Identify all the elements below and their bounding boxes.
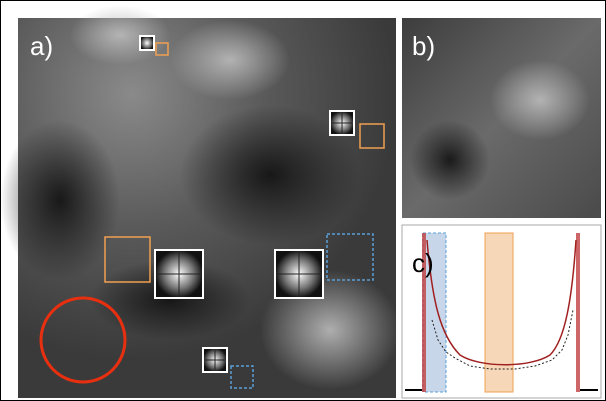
panel-label: a) bbox=[30, 31, 53, 61]
panel-c: c) bbox=[402, 225, 601, 398]
figure: a) b) c) bbox=[0, 0, 606, 401]
panel-label: b) bbox=[412, 31, 435, 61]
panel-b: b) bbox=[402, 18, 601, 218]
panel-a: a) bbox=[0, 5, 400, 398]
panel-label: c) bbox=[412, 248, 434, 278]
